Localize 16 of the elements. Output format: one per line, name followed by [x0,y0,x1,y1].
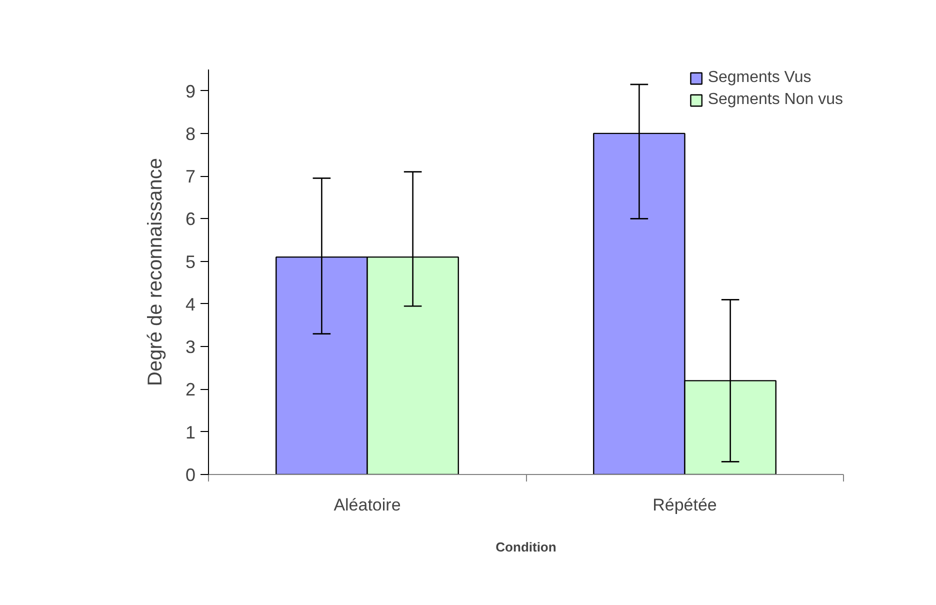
y-tick-label: 6 [185,209,196,230]
y-tick-label: 1 [185,422,196,442]
x-tick-label: Répétée [652,496,717,514]
y-tick-label: 8 [185,124,196,144]
x-axis-title: Condition [496,540,556,554]
y-tick-label: 7 [185,166,196,187]
y-tick-label: 3 [185,337,196,358]
x-tick-label: Aléatoire [334,496,401,514]
y-tick-label: 4 [185,294,196,314]
legend-label: Segments Non vus [708,91,843,109]
legend-label: Segments Vus [708,69,812,87]
y-tick-label: 9 [185,81,196,102]
y-tick-label: 5 [185,252,196,272]
y-axis-title: Degré de reconnaissance [144,158,166,386]
y-tick-label: 2 [185,380,196,400]
y-tick-label: 0 [185,465,196,485]
